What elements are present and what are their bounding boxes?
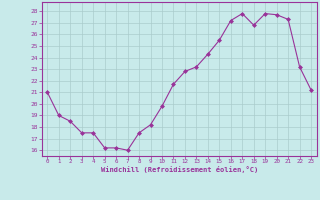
X-axis label: Windchill (Refroidissement éolien,°C): Windchill (Refroidissement éolien,°C) xyxy=(100,166,258,173)
